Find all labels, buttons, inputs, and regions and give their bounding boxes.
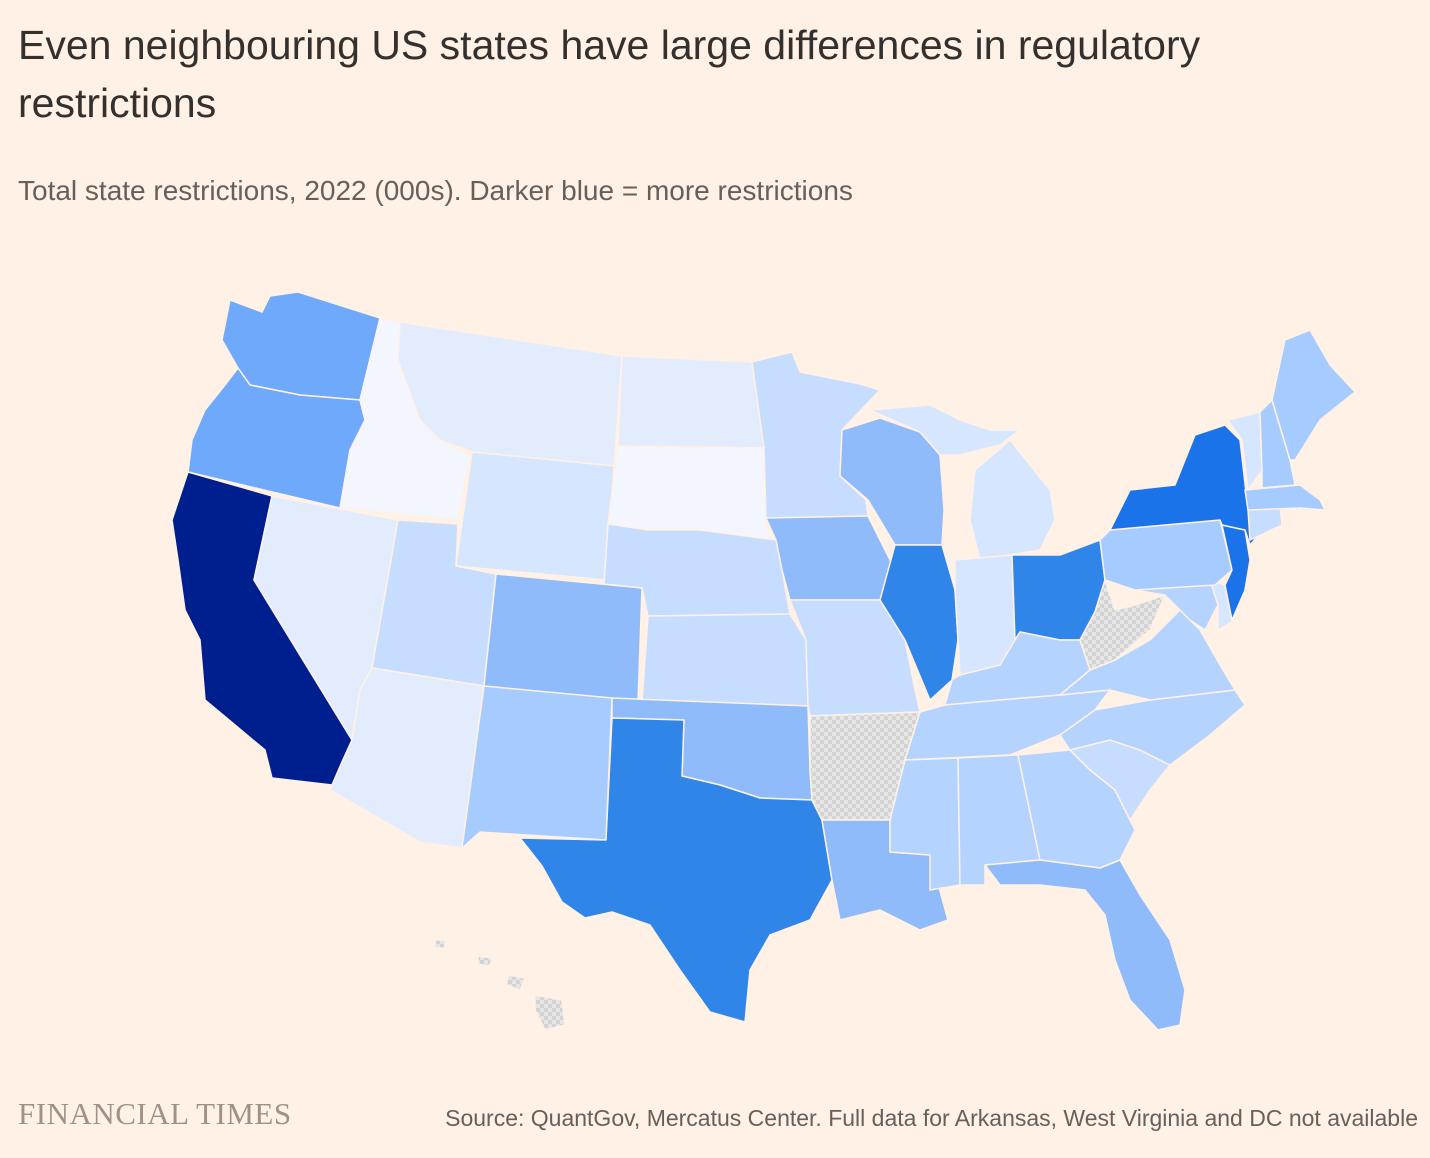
- state-nj: [1221, 524, 1251, 621]
- chart-title: Even neighbouring US states have large d…: [18, 22, 1201, 126]
- state-tx: [519, 717, 833, 1023]
- state-vt: [1227, 411, 1263, 491]
- state-hi: [434, 939, 566, 1031]
- state-fl: [984, 859, 1186, 1031]
- state-ma: [1244, 484, 1326, 511]
- state-ne: [603, 523, 791, 617]
- source-note: Source: QuantGov, Mercatus Center. Full …: [445, 1105, 1418, 1131]
- state-wy: [455, 451, 615, 581]
- chart-subtitle: Total state restrictions, 2022 (000s). D…: [18, 175, 853, 206]
- state-co: [483, 573, 643, 703]
- state-sd: [607, 445, 777, 541]
- ft-logo: FINANCIAL TIMES: [18, 1096, 292, 1131]
- state-me: [1271, 329, 1356, 461]
- state-nc: [1059, 689, 1246, 766]
- state-de: [1209, 579, 1233, 631]
- state-mi: [869, 404, 1056, 561]
- state-ks: [641, 613, 809, 707]
- state-wv: [1079, 579, 1166, 671]
- state-nd: [617, 355, 765, 449]
- state-nm: [461, 685, 613, 849]
- state-pa: [1099, 519, 1233, 591]
- states-layer: [171, 291, 1356, 1031]
